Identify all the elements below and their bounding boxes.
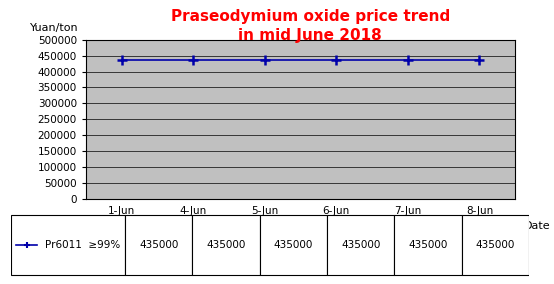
Bar	[125, 215, 192, 275]
Text: Pr6011  ≥99%: Pr6011 ≥99%	[45, 240, 120, 250]
Bar	[11, 215, 125, 275]
Text: 435000: 435000	[274, 240, 313, 250]
Text: 435000: 435000	[476, 240, 515, 250]
Bar	[327, 215, 394, 275]
Text: 435000: 435000	[139, 240, 178, 250]
Text: 435000: 435000	[341, 240, 381, 250]
Bar	[192, 215, 260, 275]
Text: 435000: 435000	[408, 240, 448, 250]
Text: Praseodymium oxide price trend
in mid June 2018: Praseodymium oxide price trend in mid Ju…	[171, 9, 450, 43]
Text: Date: Date	[524, 221, 551, 231]
Bar	[260, 215, 327, 275]
Bar	[394, 215, 461, 275]
Text: 435000: 435000	[206, 240, 246, 250]
Text: Yuan/ton: Yuan/ton	[30, 23, 79, 34]
Bar	[461, 215, 529, 275]
